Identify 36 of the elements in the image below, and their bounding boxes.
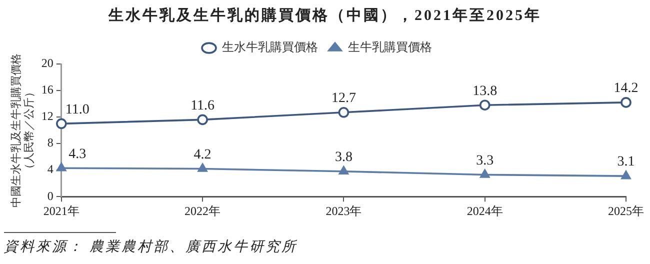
data-label: 4.3 (68, 146, 86, 162)
point (56, 118, 67, 130)
legend-label: 生牛乳購買價格 (348, 40, 432, 54)
chart-title: 生水牛乳及生牛乳的購買價格（中國），2021年至2025年 (107, 6, 542, 26)
data-label: 11.6 (190, 98, 215, 114)
data-label: 11.0 (65, 102, 90, 118)
point (338, 107, 350, 118)
x-tick-label: 2023年 (326, 204, 362, 218)
x-tick-label: 2024年 (466, 204, 503, 218)
data-label: 14.2 (614, 81, 638, 96)
y-tick-label: 4 (47, 162, 54, 176)
point (480, 169, 490, 178)
data-label: 3.1 (617, 154, 635, 170)
data-label: 4.2 (194, 147, 212, 162)
point (338, 166, 348, 175)
point (197, 114, 208, 126)
point (56, 162, 66, 172)
y-tick-label: 0 (47, 188, 54, 203)
x-tick-label: 2025年 (608, 204, 644, 218)
y-tick-label: 20 (41, 56, 54, 70)
y-tick-label: 12 (41, 109, 54, 124)
data-label: 13.8 (472, 84, 498, 99)
point (479, 100, 490, 111)
data-label: 3.8 (334, 150, 352, 166)
data-label: 3.3 (476, 153, 494, 168)
point (198, 163, 208, 172)
point (620, 97, 632, 108)
x-tick-label: 2021年 (43, 204, 80, 218)
point (621, 170, 631, 180)
source-note: 資料來源： 農業農村部、廣西水牛研究所 (4, 238, 298, 256)
legend-label: 生水牛乳購買價格 (222, 40, 318, 54)
x-tick-label: 2022年 (184, 204, 221, 218)
y-axis-title: 中國生水牛乳及生牛乳購買價格（人民幣／公斤） (9, 53, 36, 208)
y-tick-label: 16 (41, 82, 54, 97)
data-label: 12.7 (331, 91, 356, 106)
y-tick-label: 8 (47, 136, 54, 150)
